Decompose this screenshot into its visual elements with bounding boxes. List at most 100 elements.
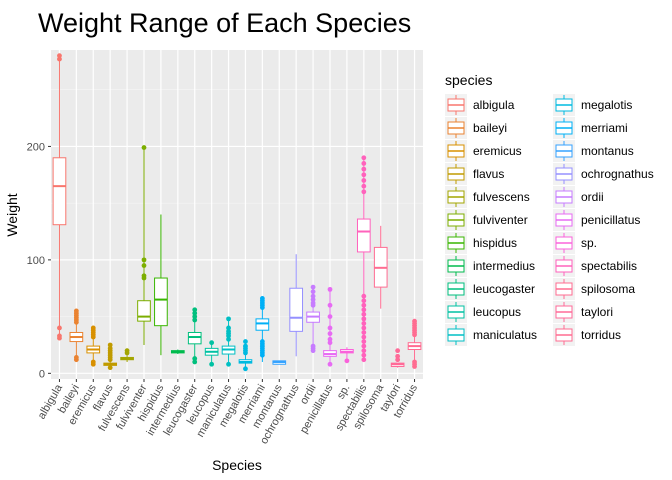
legend-label: baileyi [473, 121, 507, 135]
outlier-point [107, 342, 113, 348]
outlier-point [361, 321, 367, 326]
outlier-point [412, 332, 417, 338]
legend-item: spilosoma [553, 278, 635, 300]
outlier-point [361, 339, 367, 344]
outlier-point [327, 286, 333, 292]
outlier-point [209, 340, 215, 346]
chart-title: Weight Range of Each Species [38, 8, 411, 38]
box-body [356, 218, 371, 253]
legend-item: hispidus [445, 232, 517, 254]
box-body [154, 277, 168, 327]
outlier-point [361, 183, 367, 189]
legend-label: fulvescens [473, 190, 530, 204]
legend-item: torridus [553, 324, 621, 346]
outlier-point [412, 364, 417, 369]
outlier-point [310, 289, 316, 295]
legend-label: sp. [581, 236, 597, 250]
box-leucogaster [187, 307, 202, 365]
legend-item: leucopus [445, 301, 521, 323]
legend-item: megalotis [553, 94, 632, 116]
outlier-point [361, 316, 367, 322]
legend-item: eremicus [445, 140, 522, 162]
legend-item: penicillatus [553, 209, 640, 231]
outlier-point [90, 361, 96, 367]
legend-label: megalotis [581, 98, 632, 112]
legend-item: maniculatus [445, 324, 537, 346]
legend-label: torridus [581, 328, 621, 342]
outlier-point [327, 336, 333, 342]
box-intermedius [170, 349, 185, 355]
box-baileyi [69, 308, 84, 363]
outlier-point [344, 358, 350, 364]
outlier-point [192, 356, 198, 361]
y-axis: 0 100 200 [27, 141, 51, 380]
box-body [289, 287, 304, 332]
legend-item: fulviventer [445, 209, 528, 231]
legend-item: ochrognathus [553, 163, 654, 185]
outlier-point [327, 361, 333, 367]
box-spilosoma [373, 225, 388, 309]
legend-item: fulvescens [445, 186, 530, 208]
legend-item: montanus [553, 140, 634, 162]
outlier-point [361, 307, 367, 313]
outlier-point [361, 166, 367, 172]
legend-label: maniculatus [473, 328, 537, 342]
box-body [187, 331, 202, 345]
box-maniculatus [221, 316, 236, 367]
outlier-point [141, 257, 147, 263]
legend-label: montanus [581, 144, 634, 158]
outlier-point [310, 293, 316, 299]
outlier-point [192, 359, 198, 365]
outlier-point [395, 348, 401, 354]
outlier-point [226, 316, 231, 322]
outlier-point [361, 352, 367, 358]
outlier-point [141, 145, 147, 150]
box-sp [340, 347, 354, 364]
legend-item: leucogaster [445, 278, 535, 300]
legend-item: baileyi [445, 117, 507, 139]
outlier-point [310, 302, 316, 308]
legend-label: albigula [473, 98, 515, 112]
outlier-point [107, 365, 113, 371]
legend-item: albigula [445, 94, 515, 116]
box-ochrognathus [289, 254, 304, 357]
legend-label: fulviventer [473, 213, 528, 227]
y-tick-label: 100 [27, 255, 45, 267]
outlier-point [361, 334, 367, 340]
outlier-point [57, 53, 62, 59]
outlier-point [310, 297, 316, 302]
legend-item: ordii [553, 186, 604, 208]
outlier-point [226, 361, 231, 367]
outlier-point [192, 310, 198, 316]
legend-title: species [445, 72, 492, 88]
box-megalotis [238, 339, 253, 372]
legend-label: leucogaster [473, 282, 535, 296]
legend-label: intermedius [473, 259, 535, 273]
outlier-point [243, 339, 248, 344]
legend-label: leucopus [473, 305, 521, 319]
box-fulviventer [137, 145, 151, 345]
x-axis-title: Species [212, 457, 262, 473]
outlier-point [226, 336, 231, 342]
outlier-point [327, 302, 333, 308]
outlier-point [209, 361, 215, 367]
outlier-point [73, 355, 79, 360]
outlier-point [395, 357, 401, 363]
outlier-point [361, 293, 367, 299]
box-ordii [306, 284, 320, 354]
outlier-point [90, 334, 96, 340]
box-flavus [103, 342, 118, 371]
box-albigula [52, 53, 67, 341]
outlier-point [327, 340, 333, 346]
box-taylori [390, 348, 405, 368]
legend-item: merriami [553, 117, 628, 139]
outlier-point [361, 330, 367, 335]
outlier-point [141, 275, 147, 281]
box-leucopus [204, 340, 219, 367]
box-body [137, 300, 151, 322]
legend-label: ordii [581, 190, 604, 204]
outlier-point [141, 263, 147, 268]
legend-item: spectabilis [553, 255, 637, 277]
outlier-point [395, 353, 401, 359]
